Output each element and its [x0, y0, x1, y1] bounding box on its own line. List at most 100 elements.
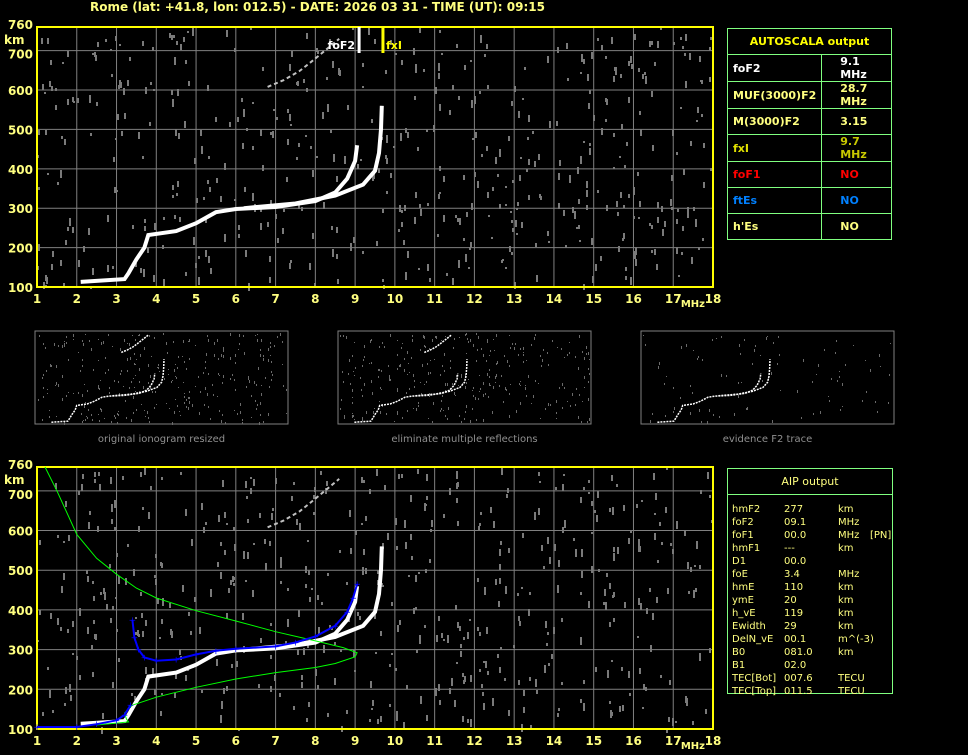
noise-dot	[532, 131, 534, 134]
noise-dot	[111, 504, 113, 512]
noise-dot	[405, 542, 407, 549]
mini-noise	[362, 417, 363, 419]
noise-dot	[88, 228, 90, 235]
mini-noise	[778, 336, 779, 338]
noise-dot	[575, 549, 577, 557]
noise-dot	[260, 638, 262, 643]
aip-cell: hmF2	[732, 504, 761, 515]
mini-noise	[493, 386, 494, 389]
noise-dot	[42, 84, 44, 90]
noise-dot	[395, 518, 397, 525]
noise-dot	[687, 562, 689, 569]
mini-noise	[158, 367, 159, 369]
mini-noise	[174, 369, 175, 372]
noise-dot	[133, 569, 135, 576]
noise-dot	[112, 682, 114, 688]
mini-noise	[589, 373, 590, 375]
mini-noise	[766, 337, 767, 340]
mini-noise	[93, 369, 94, 371]
noise-dot	[400, 133, 402, 141]
noise-dot	[169, 603, 171, 608]
x-tick-label: 6	[232, 734, 240, 748]
noise-dot	[501, 468, 503, 475]
noise-dot	[459, 223, 461, 225]
mini-noise	[361, 389, 362, 391]
mini-noise	[390, 334, 391, 337]
mini-noise	[260, 354, 261, 357]
noise-dot	[580, 592, 582, 595]
noise-dot	[517, 202, 519, 206]
mini-noise	[509, 393, 510, 395]
mini-noise	[837, 380, 838, 382]
mini-noise	[473, 344, 474, 347]
mini-noise	[531, 344, 532, 346]
noise-dot	[417, 147, 419, 151]
noise-dot	[463, 238, 465, 241]
noise-dot	[382, 279, 384, 282]
noise-dot	[561, 682, 563, 685]
noise-dot	[688, 591, 690, 594]
noise-dot	[605, 602, 607, 610]
mini-noise	[109, 387, 110, 389]
noise-dot	[306, 718, 308, 722]
mini-noise	[747, 407, 748, 410]
noise-dot	[160, 711, 162, 716]
noise-dot	[234, 48, 236, 52]
noise-dot	[236, 661, 238, 667]
mini-noise	[386, 413, 387, 415]
noise-dot	[640, 129, 642, 136]
noise-dot	[523, 690, 525, 696]
noise-dot	[471, 203, 473, 210]
noise-dot	[664, 221, 666, 227]
noise-dot	[419, 28, 421, 33]
noise-dot	[639, 201, 641, 207]
mini-noise	[232, 374, 233, 376]
noise-dot	[547, 537, 549, 544]
noise-dot	[368, 28, 370, 35]
mini-noise	[479, 391, 480, 392]
mini-noise	[424, 336, 425, 339]
noise-dot	[313, 512, 315, 515]
noise-dot	[97, 42, 99, 47]
noise-dot	[312, 170, 314, 177]
noise-dot	[429, 278, 431, 282]
noise-dot	[174, 57, 176, 65]
x-tick-label: 16	[625, 292, 642, 306]
noise-dot	[591, 532, 593, 534]
noise-dot	[172, 195, 174, 198]
mini-noise	[140, 356, 141, 357]
noise-dot	[677, 209, 679, 212]
noise-dot	[597, 38, 599, 41]
mini-noise	[557, 347, 558, 348]
mini-noise	[441, 340, 442, 341]
mini-noise	[354, 375, 355, 376]
mini-noise	[212, 384, 213, 386]
noise-dot	[307, 645, 309, 648]
mini-noise	[371, 380, 372, 383]
mini-noise	[690, 385, 691, 387]
mini-noise	[890, 343, 891, 344]
noise-dot	[45, 130, 47, 135]
noise-dot	[398, 229, 400, 232]
noise-dot	[517, 593, 519, 596]
noise-dot	[573, 538, 575, 541]
noise-dot	[111, 519, 113, 524]
noise-dot	[426, 474, 428, 481]
aip-cell: Ewidth	[732, 621, 766, 632]
noise-dot	[528, 609, 530, 616]
noise-dot	[455, 605, 457, 610]
mini-noise	[364, 356, 365, 358]
noise-dot	[606, 99, 608, 105]
noise-dot	[286, 177, 288, 182]
mini-noise	[738, 382, 739, 384]
noise-dot	[580, 637, 582, 645]
x-tick-label: 15	[585, 292, 602, 306]
autoscala-row: h'Es NO	[726, 213, 892, 240]
aip-cell: km	[838, 621, 854, 632]
autoscala-value: NO	[821, 213, 892, 240]
aip-cell	[838, 659, 870, 672]
noise-dot	[638, 217, 640, 219]
aip-cell: TEC[Bot]	[732, 673, 777, 684]
aip-cell: 110	[784, 582, 804, 593]
noise-dot	[529, 592, 531, 595]
